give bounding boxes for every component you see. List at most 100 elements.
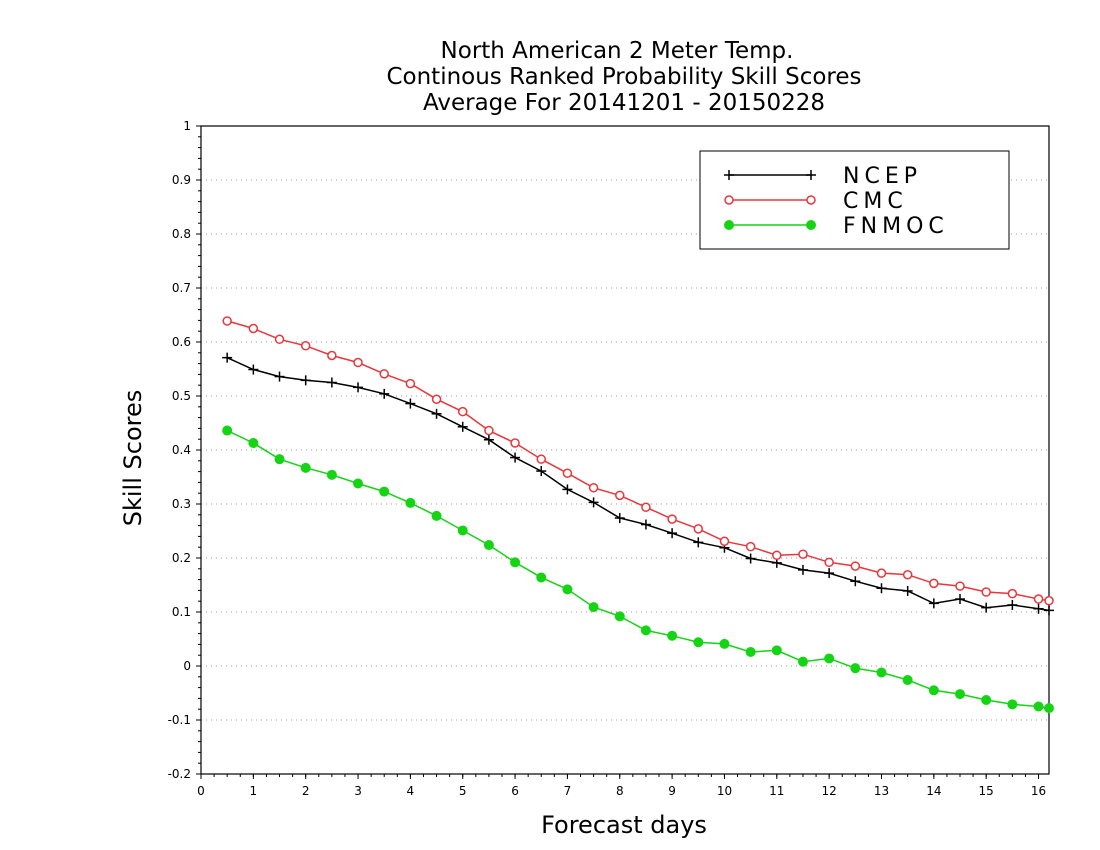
x-tick-label: 15 <box>979 784 994 798</box>
data-point-cmc <box>745 541 756 552</box>
data-point-fnmoc <box>745 646 756 657</box>
data-point-ncep <box>274 371 285 382</box>
data-point-cmc <box>457 406 468 417</box>
series-ncep <box>222 352 1054 616</box>
x-tick-label: 9 <box>668 784 676 798</box>
data-point-cmc <box>876 568 887 578</box>
data-point-ncep <box>876 583 887 594</box>
x-tick-label: 4 <box>407 784 415 798</box>
data-point-ncep <box>248 364 259 375</box>
y-tick-label: 0.7 <box>172 281 191 295</box>
data-point-cmc <box>274 334 285 345</box>
data-point-fnmoc <box>693 637 704 648</box>
data-point-fnmoc <box>1044 703 1054 714</box>
data-point-ncep <box>483 434 494 445</box>
y-axis-ticks: -0.2 -0.1 0 0.1 0.2 0.3 0.4 0.5 0.6 0.7 0.8 0.9 1 <box>168 119 201 781</box>
series-layer <box>222 316 1054 714</box>
data-point-cmc <box>981 587 991 597</box>
data-point-ncep <box>405 398 416 409</box>
legend: NCEP CMC FNMOC <box>699 150 1010 250</box>
data-point-ncep <box>640 519 651 530</box>
data-point-ncep <box>353 382 364 393</box>
data-point-fnmoc <box>771 645 782 656</box>
x-tick-label: 7 <box>564 784 572 798</box>
data-point-cmc <box>902 569 913 580</box>
data-point-cmc <box>798 549 808 559</box>
data-point-fnmoc <box>719 638 730 649</box>
data-point-ncep <box>981 602 992 613</box>
data-point-cmc <box>536 454 546 464</box>
data-point-ncep <box>326 377 337 388</box>
data-point-cmc <box>510 438 520 448</box>
data-point-ncep <box>1033 603 1044 614</box>
data-point-fnmoc <box>876 667 887 678</box>
data-point-cmc <box>327 350 337 361</box>
data-point-fnmoc <box>222 425 233 436</box>
data-point-cmc <box>955 581 965 591</box>
legend-marker-ncep <box>806 170 816 180</box>
data-point-cmc <box>562 468 573 478</box>
data-point-cmc <box>588 483 599 493</box>
y-tick-label: 0.8 <box>172 227 191 241</box>
data-point-cmc <box>719 536 730 547</box>
data-point-ncep <box>536 466 547 477</box>
x-axis-label: Forecast days <box>541 811 707 839</box>
legend-label-fnmoc: FNMOC <box>843 214 949 239</box>
data-point-fnmoc <box>483 540 494 551</box>
x-tick-label: 14 <box>926 784 941 798</box>
data-point-fnmoc <box>405 497 416 508</box>
y-tick-label: 0.2 <box>172 551 191 565</box>
data-point-cmc <box>667 514 677 524</box>
chart-subtitle: Continous Ranked Probability Skill Score… <box>386 64 861 90</box>
data-point-fnmoc <box>824 653 835 664</box>
x-tick-label: 8 <box>616 784 624 798</box>
data-point-fnmoc <box>588 602 599 613</box>
data-point-cmc <box>1007 588 1018 599</box>
data-point-ncep <box>902 585 913 596</box>
series-cmc <box>222 316 1054 606</box>
y-tick-label: 0.1 <box>172 605 191 619</box>
x-tick-label: 13 <box>874 784 889 798</box>
data-point-fnmoc <box>274 454 285 465</box>
x-tick-label: 2 <box>302 784 310 798</box>
data-point-ncep <box>588 497 599 508</box>
data-point-fnmoc <box>431 510 442 521</box>
data-point-ncep <box>431 408 442 419</box>
data-point-cmc <box>615 490 625 501</box>
data-point-ncep <box>928 598 939 609</box>
y-tick-label: 0 <box>183 659 191 673</box>
data-point-cmc <box>929 578 939 589</box>
data-point-fnmoc <box>928 685 939 696</box>
x-tick-label: 0 <box>197 784 205 798</box>
data-point-cmc <box>300 341 311 351</box>
data-point-cmc <box>1033 594 1044 604</box>
y-tick-label: 0.6 <box>172 335 191 349</box>
data-point-ncep <box>457 421 468 432</box>
data-point-cmc <box>222 316 232 326</box>
legend-marker-cmc <box>806 195 816 205</box>
x-tick-label: 12 <box>822 784 837 798</box>
legend-markers <box>724 170 816 230</box>
data-point-fnmoc <box>562 584 573 595</box>
series-fnmoc <box>222 425 1054 714</box>
data-point-cmc <box>850 561 861 571</box>
legend-marker-fnmoc <box>724 220 734 230</box>
data-point-fnmoc <box>850 663 861 674</box>
data-point-cmc <box>431 394 442 404</box>
y-axis-label: Skill Scores <box>119 390 147 527</box>
data-point-cmc <box>772 550 782 561</box>
data-point-fnmoc <box>300 462 311 473</box>
data-point-ncep <box>693 537 704 548</box>
chart-subtitle-2: Average For 20141201 - 20150228 <box>423 90 825 116</box>
data-point-fnmoc <box>667 630 678 641</box>
legend-marker-ncep <box>724 170 734 180</box>
data-point-cmc <box>693 524 704 534</box>
data-point-fnmoc <box>1033 701 1044 712</box>
data-point-ncep <box>850 576 861 587</box>
data-point-cmc <box>824 557 834 568</box>
data-point-ncep <box>797 564 808 575</box>
data-point-fnmoc <box>902 675 913 686</box>
data-point-fnmoc <box>326 469 337 480</box>
